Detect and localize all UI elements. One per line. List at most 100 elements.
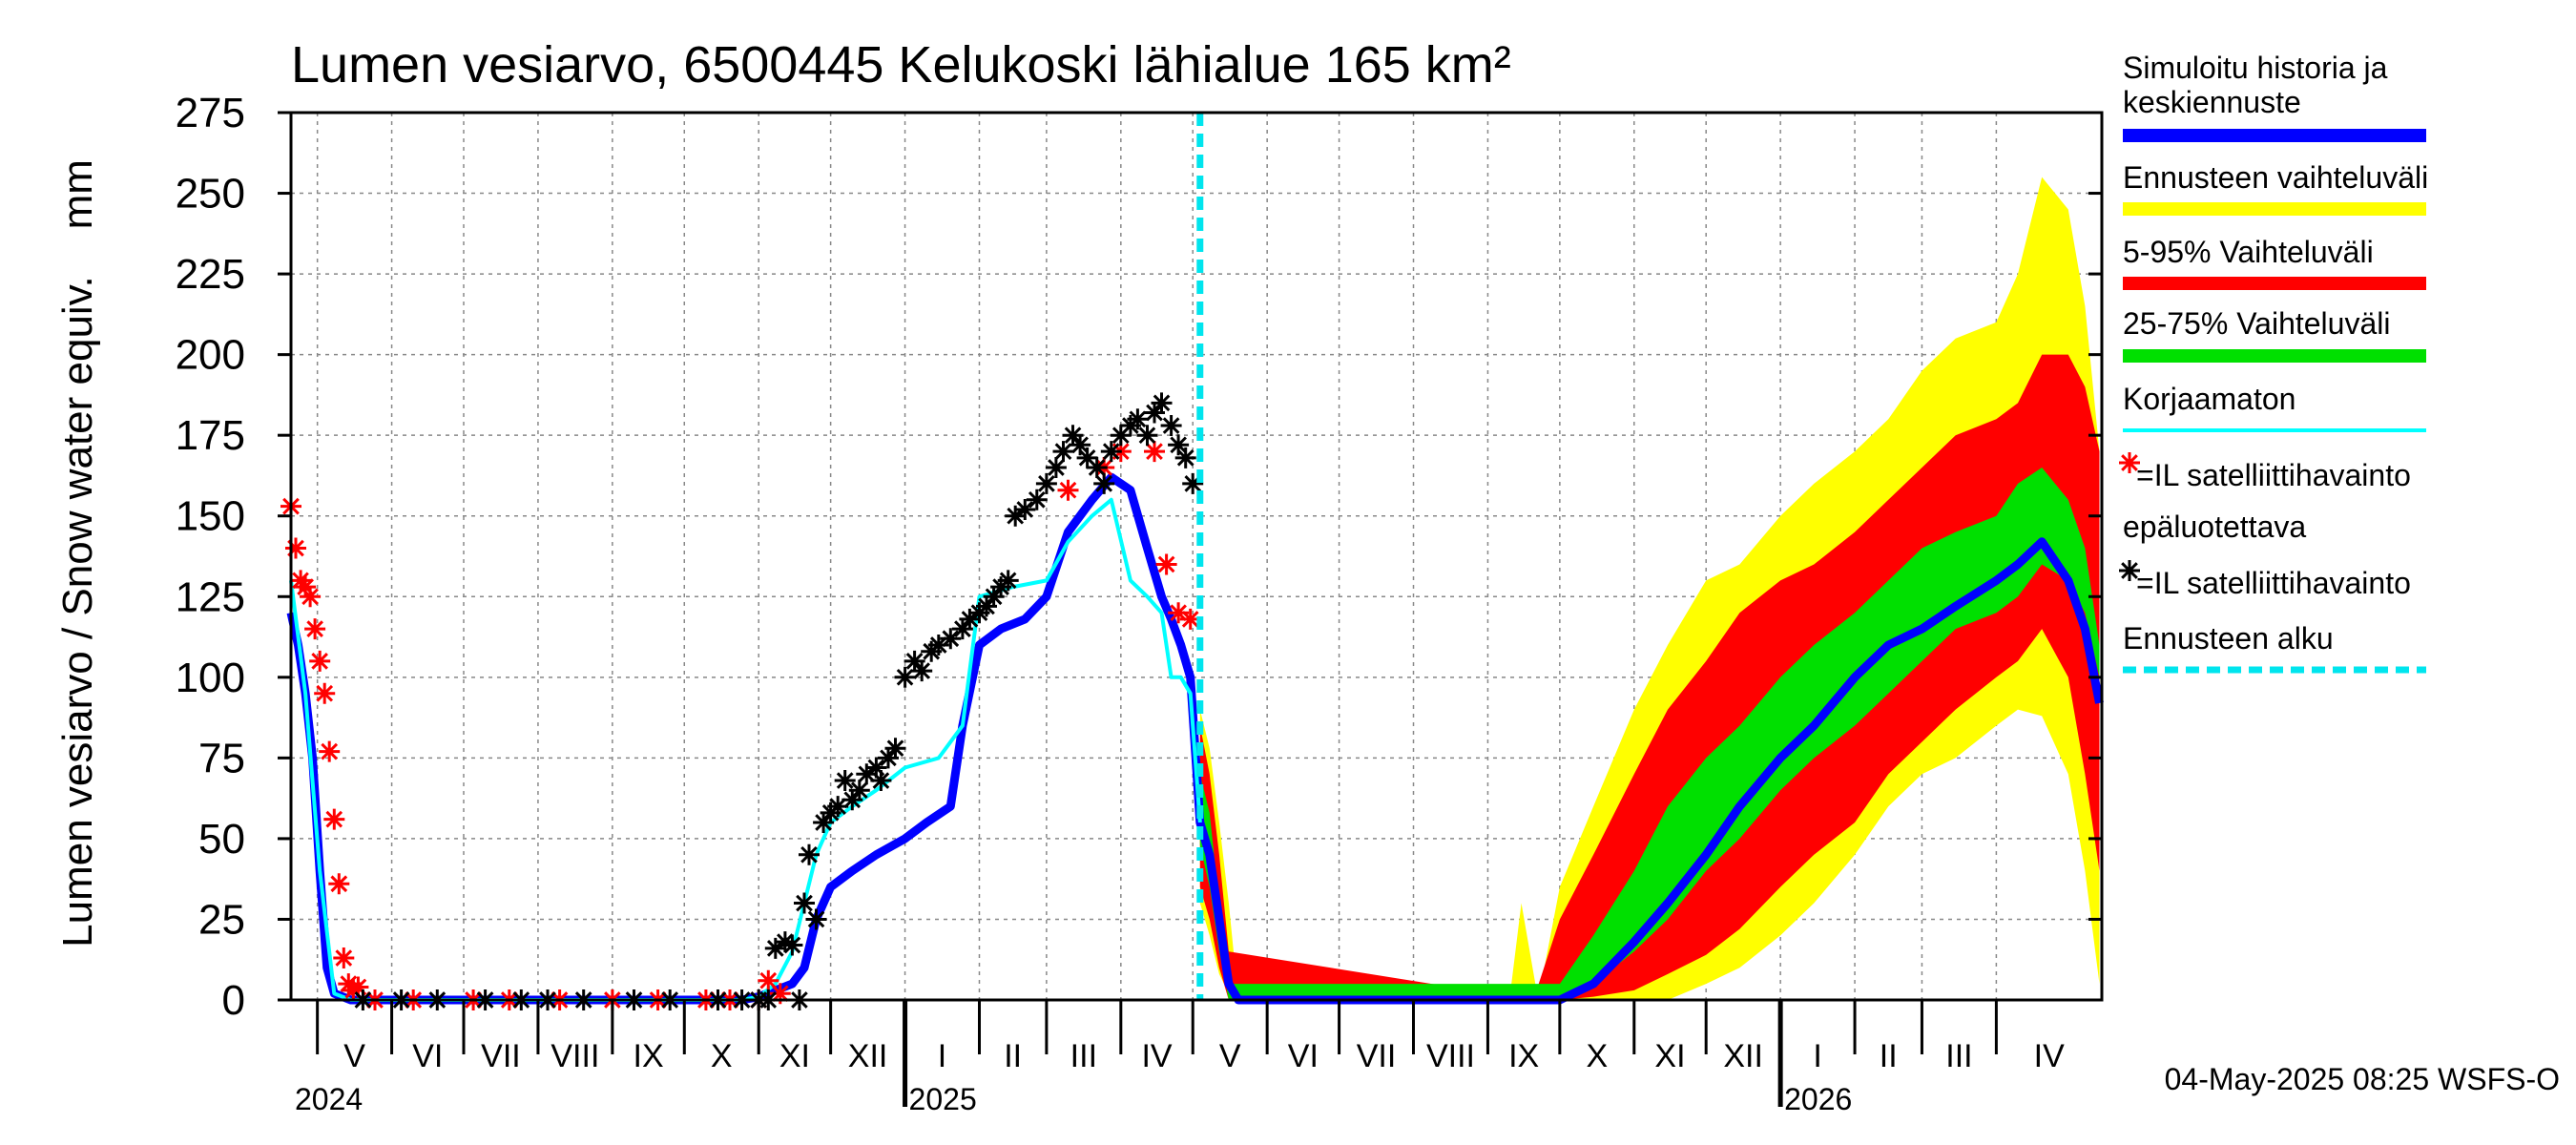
obs-satellite-marker: [911, 660, 933, 682]
obs-satellite-marker: [959, 608, 981, 630]
legend-item: Ennusteen vaihteluväli: [2123, 160, 2428, 216]
legend-label: Ennusteen vaihteluväli: [2123, 160, 2428, 195]
obs-unreliable-marker: [1168, 602, 1190, 624]
legend-label: Ennusteen alku: [2123, 621, 2334, 656]
y-tick-label: 50: [198, 816, 245, 863]
month-label: IV: [1141, 1038, 1172, 1074]
month-label: XII: [1723, 1038, 1763, 1074]
obs-satellite-marker: [884, 738, 906, 760]
y-tick-label: 0: [222, 977, 245, 1024]
band-ennusteen-vaihteluv-li: [1199, 177, 2100, 1001]
month-label: V: [343, 1038, 365, 1074]
x-axis: V VI VII VIII IX X XI XII I II III IV V VI VII VIII IX X X…: [295, 1000, 2065, 1116]
obs-satellite-marker: [1151, 392, 1173, 414]
month-label: IX: [1508, 1038, 1539, 1074]
y-tick-label: 75: [198, 735, 245, 781]
y-tick-label: 100: [176, 655, 245, 701]
obs-satellite-marker: [1100, 441, 1122, 463]
legend-label: epäluotettava: [2123, 510, 2306, 544]
footer-timestamp: 04-May-2025 08:25 WSFS-O: [2165, 1062, 2560, 1096]
year-label: 2026: [1784, 1082, 1852, 1116]
obs-satellite-marker: [865, 757, 887, 779]
legend-item: Ennusteen alku: [2123, 621, 2426, 674]
legend-label: =IL satelliittihavainto: [2136, 458, 2411, 492]
y-axis-label: Lumen vesiarvo / Snow water equiv. mm: [54, 159, 101, 947]
obs-unreliable-marker: [309, 650, 331, 672]
obs-satellite-marker: [1136, 425, 1158, 447]
legend-label: 25-75% Vaihteluväli: [2123, 306, 2390, 341]
obs-satellite-marker: [841, 789, 863, 811]
legend-label: 5-95% Vaihteluväli: [2123, 235, 2374, 269]
obs-unreliable-marker: [328, 873, 350, 895]
obs-satellite-marker: [774, 931, 796, 953]
obs-satellite-marker: [813, 812, 835, 833]
month-label: XII: [848, 1038, 888, 1074]
month-label: IV: [2034, 1038, 2065, 1074]
obs-satellite-marker: [1110, 425, 1132, 447]
month-label: X: [1586, 1038, 1608, 1074]
obs-satellite-marker: [834, 770, 856, 791]
obs-satellite-marker: [904, 650, 925, 672]
y-tick-label: 25: [198, 896, 245, 943]
obs-satellite-marker: [878, 747, 899, 769]
obs-satellite-marker: [1045, 457, 1067, 478]
obs-satellite-marker: [894, 666, 916, 688]
obs-unreliable-marker: [758, 969, 779, 991]
obs-satellite-marker: [976, 595, 997, 617]
obs-satellite-marker: [1182, 472, 1204, 494]
month-label: II: [1004, 1038, 1022, 1074]
month-label: VII: [1357, 1038, 1397, 1074]
obs-satellite-marker: [983, 586, 1005, 608]
legend-swatch: [2119, 560, 2140, 581]
obs-satellite-marker: [856, 763, 878, 785]
obs-satellite-marker: [1086, 457, 1108, 478]
y-tick-label: 150: [176, 493, 245, 540]
obs-satellite-marker: [799, 843, 820, 865]
legend-item: 25-75% Vaihteluväli: [2123, 306, 2426, 363]
month-label: XI: [779, 1038, 810, 1074]
month-label: I: [1813, 1038, 1821, 1074]
plot-area: [280, 111, 2104, 1010]
obs-satellite-marker: [1076, 447, 1098, 468]
legend-label: =IL satelliittihavainto: [2136, 566, 2411, 600]
obs-unreliable-marker: [323, 808, 345, 830]
obs-unreliable-marker: [304, 618, 326, 640]
obs-satellite-marker: [1093, 472, 1115, 494]
obs-satellite-marker: [781, 934, 803, 956]
month-label: VI: [1288, 1038, 1319, 1074]
obs-satellite-marker: [951, 618, 973, 640]
month-label: VIII: [551, 1038, 599, 1074]
month-label: X: [711, 1038, 733, 1074]
obs-satellite-marker: [1052, 441, 1074, 463]
obs-satellite-marker: [927, 635, 949, 656]
obs-unreliable-marker: [1155, 553, 1177, 575]
obs-unreliable-marker: [319, 740, 341, 762]
legend-swatch: [2123, 202, 2426, 216]
y-axis: 0 25 50 75 100 125 150 175 200 225 250 275: [176, 90, 2102, 1024]
year-label: 2025: [909, 1082, 977, 1116]
obs-satellite-marker: [1026, 489, 1048, 510]
legend-item: Korjaamaton: [2123, 382, 2426, 432]
obs-satellite-marker: [940, 628, 962, 650]
obs-unreliable-marker: [769, 983, 791, 1005]
obs-satellite-marker: [1014, 499, 1036, 520]
chart-title: Lumen vesiarvo, 6500445 Kelukoski lähial…: [291, 36, 1511, 94]
month-label: VIII: [1426, 1038, 1475, 1074]
obs-satellite-marker: [1168, 434, 1190, 456]
obs-satellite-marker: [794, 892, 815, 914]
obs-satellite-marker: [1035, 472, 1057, 494]
legend-item: =IL satelliittihavainto: [2119, 560, 2411, 600]
obs-unreliable-marker: [314, 682, 336, 704]
year-label: 2024: [295, 1082, 363, 1116]
obs-unreliable-marker: [1144, 441, 1165, 463]
obs-satellite-marker: [1144, 402, 1165, 424]
legend-swatch: [2123, 428, 2426, 432]
legend-item: =IL satelliittihavainto epäluotettava: [2119, 452, 2411, 544]
y-tick-label: 125: [176, 573, 245, 620]
obs-unreliable-marker: [300, 586, 322, 608]
month-label: IX: [634, 1038, 664, 1074]
obs-satellite-marker: [1174, 447, 1196, 468]
obs-satellite-marker: [1160, 415, 1182, 436]
